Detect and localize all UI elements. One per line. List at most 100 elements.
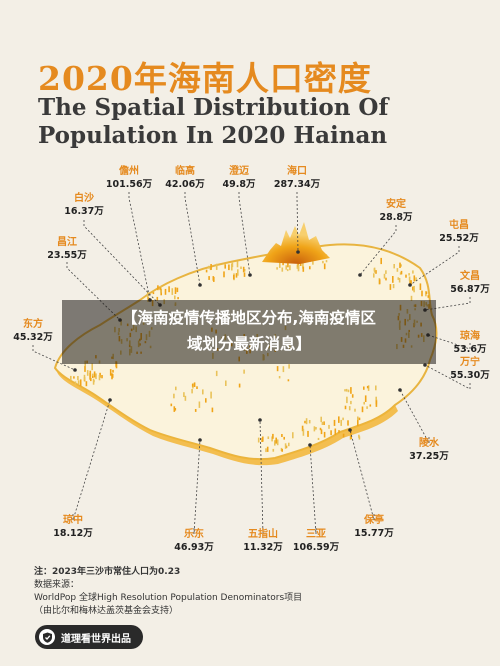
density-bar (194, 409, 197, 412)
density-bar (399, 272, 402, 275)
density-bar (342, 417, 344, 421)
shield-logo-icon (39, 629, 55, 645)
title-en: The Spatial Distribution Of Population I… (38, 94, 389, 149)
density-bar (276, 439, 279, 446)
leader-line (409, 246, 460, 286)
density-bar (157, 285, 159, 291)
density-bar (235, 273, 238, 278)
density-bar (330, 430, 332, 436)
density-bar (396, 268, 399, 272)
density-bar (364, 395, 367, 402)
leader-dot (296, 250, 300, 254)
density-bar (322, 260, 324, 264)
density-bar (358, 436, 361, 440)
leader-line (424, 364, 471, 390)
density-bar (392, 276, 394, 283)
density-bar (323, 431, 326, 438)
density-bar (421, 290, 423, 297)
density-bar (175, 386, 177, 391)
density-bar (412, 270, 414, 274)
leader-dot (108, 398, 112, 402)
label-sanya: 三亚 106.59万 (288, 528, 344, 554)
density-bar (184, 395, 187, 401)
density-bar (385, 277, 387, 281)
density-bar (351, 394, 354, 398)
region-name: 昌江 (57, 237, 77, 248)
label-baisha: 白沙 16.37万 (60, 192, 108, 218)
headline-text[interactable]: 【海南疫情传播地区分布,海南疫情区 域划分最新消息】 (62, 305, 436, 357)
density-bar (340, 419, 342, 426)
density-bar (344, 405, 347, 410)
density-bar (354, 408, 356, 412)
density-bar (231, 262, 234, 268)
density-bar (282, 262, 284, 266)
density-bar (427, 295, 430, 298)
density-bar (345, 388, 348, 392)
density-bar (191, 383, 194, 387)
density-bar (275, 437, 277, 444)
density-bar (319, 427, 322, 431)
density-bar (304, 420, 306, 424)
region-value: 42.06万 (165, 179, 205, 190)
density-bar (389, 284, 392, 290)
brand-badge[interactable]: 道理看世界出品 (35, 625, 143, 649)
density-bar (70, 375, 72, 381)
density-bar (287, 379, 290, 382)
density-bar (307, 430, 309, 437)
region-name: 保亭 (364, 515, 384, 526)
density-bar (274, 440, 276, 446)
density-bar (281, 267, 284, 272)
density-bar (173, 393, 175, 399)
density-bar (357, 419, 359, 427)
density-bar (191, 389, 193, 394)
leader-line (296, 192, 299, 253)
density-bar (91, 363, 93, 371)
density-bar (288, 442, 290, 447)
label-baoting: 保亭 15.77万 (348, 514, 400, 540)
density-bar (265, 448, 267, 453)
density-bar (328, 424, 330, 429)
density-bar (210, 391, 212, 399)
density-bar (350, 400, 352, 405)
density-bar (317, 437, 320, 440)
label-wuzhishan: 五指山 11.32万 (238, 528, 288, 554)
density-bar (366, 406, 368, 409)
density-bar (400, 264, 402, 267)
leader-dot (73, 368, 77, 372)
density-bar (325, 260, 328, 263)
region-value: 101.56万 (105, 179, 153, 190)
label-lingao: 临高 42.06万 (160, 165, 210, 191)
density-bar (243, 369, 245, 374)
density-bar (400, 270, 403, 275)
density-bar (358, 434, 360, 438)
density-bar (305, 418, 308, 425)
leader-line (72, 399, 111, 521)
footnote-source: WorldPop 全球High Resolution Population De… (34, 593, 303, 603)
density-bar (347, 420, 349, 426)
density-bar (91, 375, 94, 378)
region-value: 16.37万 (64, 206, 104, 217)
density-bar (369, 404, 372, 407)
density-bar (287, 261, 289, 268)
density-bar (338, 416, 340, 423)
density-bar (196, 386, 198, 389)
density-bar (357, 416, 359, 421)
density-bar (152, 292, 155, 295)
density-bar (380, 257, 382, 265)
density-bar (177, 297, 179, 300)
density-bar (410, 295, 413, 301)
density-bar (224, 264, 226, 269)
density-bar (288, 364, 290, 369)
density-bar (375, 400, 378, 407)
density-bar (77, 376, 79, 381)
headline-overlay (62, 300, 436, 364)
region-value: 28.8万 (379, 212, 413, 223)
density-bar (334, 428, 337, 435)
leader-line (238, 192, 251, 276)
leader-dot (423, 363, 427, 367)
label-changjiang: 昌江 23.55万 (42, 236, 92, 262)
region-value: 15.77万 (354, 528, 394, 539)
label-qiongzhong: 琼中 18.12万 (50, 514, 96, 540)
density-bar (84, 366, 86, 372)
density-bar (170, 403, 173, 407)
